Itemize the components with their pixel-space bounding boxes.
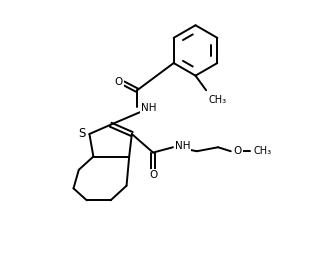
Text: CH₃: CH₃ [208, 95, 226, 105]
Text: CH₃: CH₃ [254, 146, 272, 156]
Text: O: O [233, 146, 242, 156]
Text: O: O [115, 77, 123, 87]
Text: O: O [149, 170, 157, 180]
Text: NH: NH [141, 103, 156, 113]
Text: S: S [78, 127, 86, 140]
Text: NH: NH [175, 141, 191, 151]
